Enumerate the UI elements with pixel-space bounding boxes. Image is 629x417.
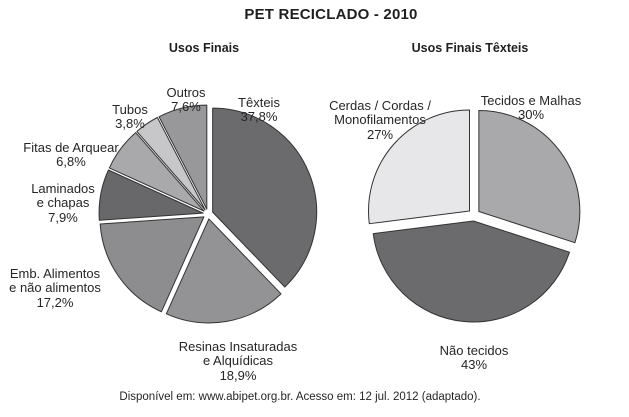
slice-value-text: 37,8% xyxy=(240,109,278,124)
pie-slice-2 xyxy=(99,216,205,313)
slice-label-nao-tecidos: Não tecidos 43% xyxy=(414,329,534,387)
right-pie-title: Usos Finais Têxteis xyxy=(411,41,529,55)
slice-label-text: Têxteis xyxy=(238,94,280,110)
right-pie-chart xyxy=(368,109,581,323)
pie-slice-3 xyxy=(98,169,204,221)
slice-label-text: Tecidos e Malhas xyxy=(480,92,582,108)
figure-title: PET RECICLADO - 2010 xyxy=(244,6,418,23)
slice-label-text: Laminados e chapas xyxy=(31,180,95,210)
left-pie-title: Usos Finais xyxy=(168,41,240,55)
slice-label-text: Outros xyxy=(166,84,206,100)
pie-slice-6 xyxy=(158,104,208,210)
slice-value-text: 17,2% xyxy=(36,294,74,310)
slice-value-text: 43% xyxy=(460,357,488,372)
slice-label-text: Emb. Alimentos e não alimentos xyxy=(9,265,101,295)
slice-label-text: Resinas Insaturadas e Alquídicas xyxy=(178,338,298,368)
pie-slice-0 xyxy=(478,109,581,244)
pie-slice-1 xyxy=(372,220,570,323)
slice-label-cerdas-cordas-monofilamentos: Cerdas / Cordas / Monofilamentos 27% xyxy=(320,84,440,157)
slice-label-text: Fitas de Arquear xyxy=(23,139,119,155)
slice-label-texteis: Têxteis 37,8% xyxy=(199,81,319,139)
slice-label-text: Tubos xyxy=(112,101,148,117)
slice-label-tecidos-e-malhas: Tecidos e Malhas 30% xyxy=(460,79,602,137)
slice-label-tubos: Tubos 3,8% xyxy=(88,88,172,146)
slice-value-text: 27% xyxy=(366,126,394,142)
slice-value-text: 7,9% xyxy=(48,209,78,225)
left-pie-chart xyxy=(98,104,318,324)
pie-slice-1 xyxy=(165,218,282,324)
slice-label-text: Cerdas / Cordas / Monofilamentos xyxy=(329,97,431,127)
slice-value-text: 30% xyxy=(517,107,545,122)
pie-slice-2 xyxy=(368,109,470,225)
slice-label-outros: Outros 7,6% xyxy=(146,71,226,129)
slice-value-text: 7,6% xyxy=(171,99,201,114)
slice-label-text: Não tecidos xyxy=(439,342,509,358)
slice-label-emb-alimentos: Emb. Alimentos e não alimentos 17,2% xyxy=(5,252,105,325)
source-citation: Disponível em: www.abipet.org.br. Acesso… xyxy=(119,391,481,403)
pie-slice-0 xyxy=(212,107,318,288)
slice-label-laminados-e-chapas: Laminados e chapas 7,9% xyxy=(13,167,113,240)
pie-slice-4 xyxy=(108,132,205,212)
slice-value-text: 3,8% xyxy=(115,116,145,131)
slice-label-fitas-de-arquear: Fitas de Arquear 6,8% xyxy=(11,126,131,184)
pie-slice-5 xyxy=(136,117,206,211)
slice-value-text: 18,9% xyxy=(219,367,257,383)
slice-value-text: 6,8% xyxy=(56,154,86,169)
slice-label-resinas: Resinas Insaturadas e Alquídicas 18,9% xyxy=(163,325,313,398)
